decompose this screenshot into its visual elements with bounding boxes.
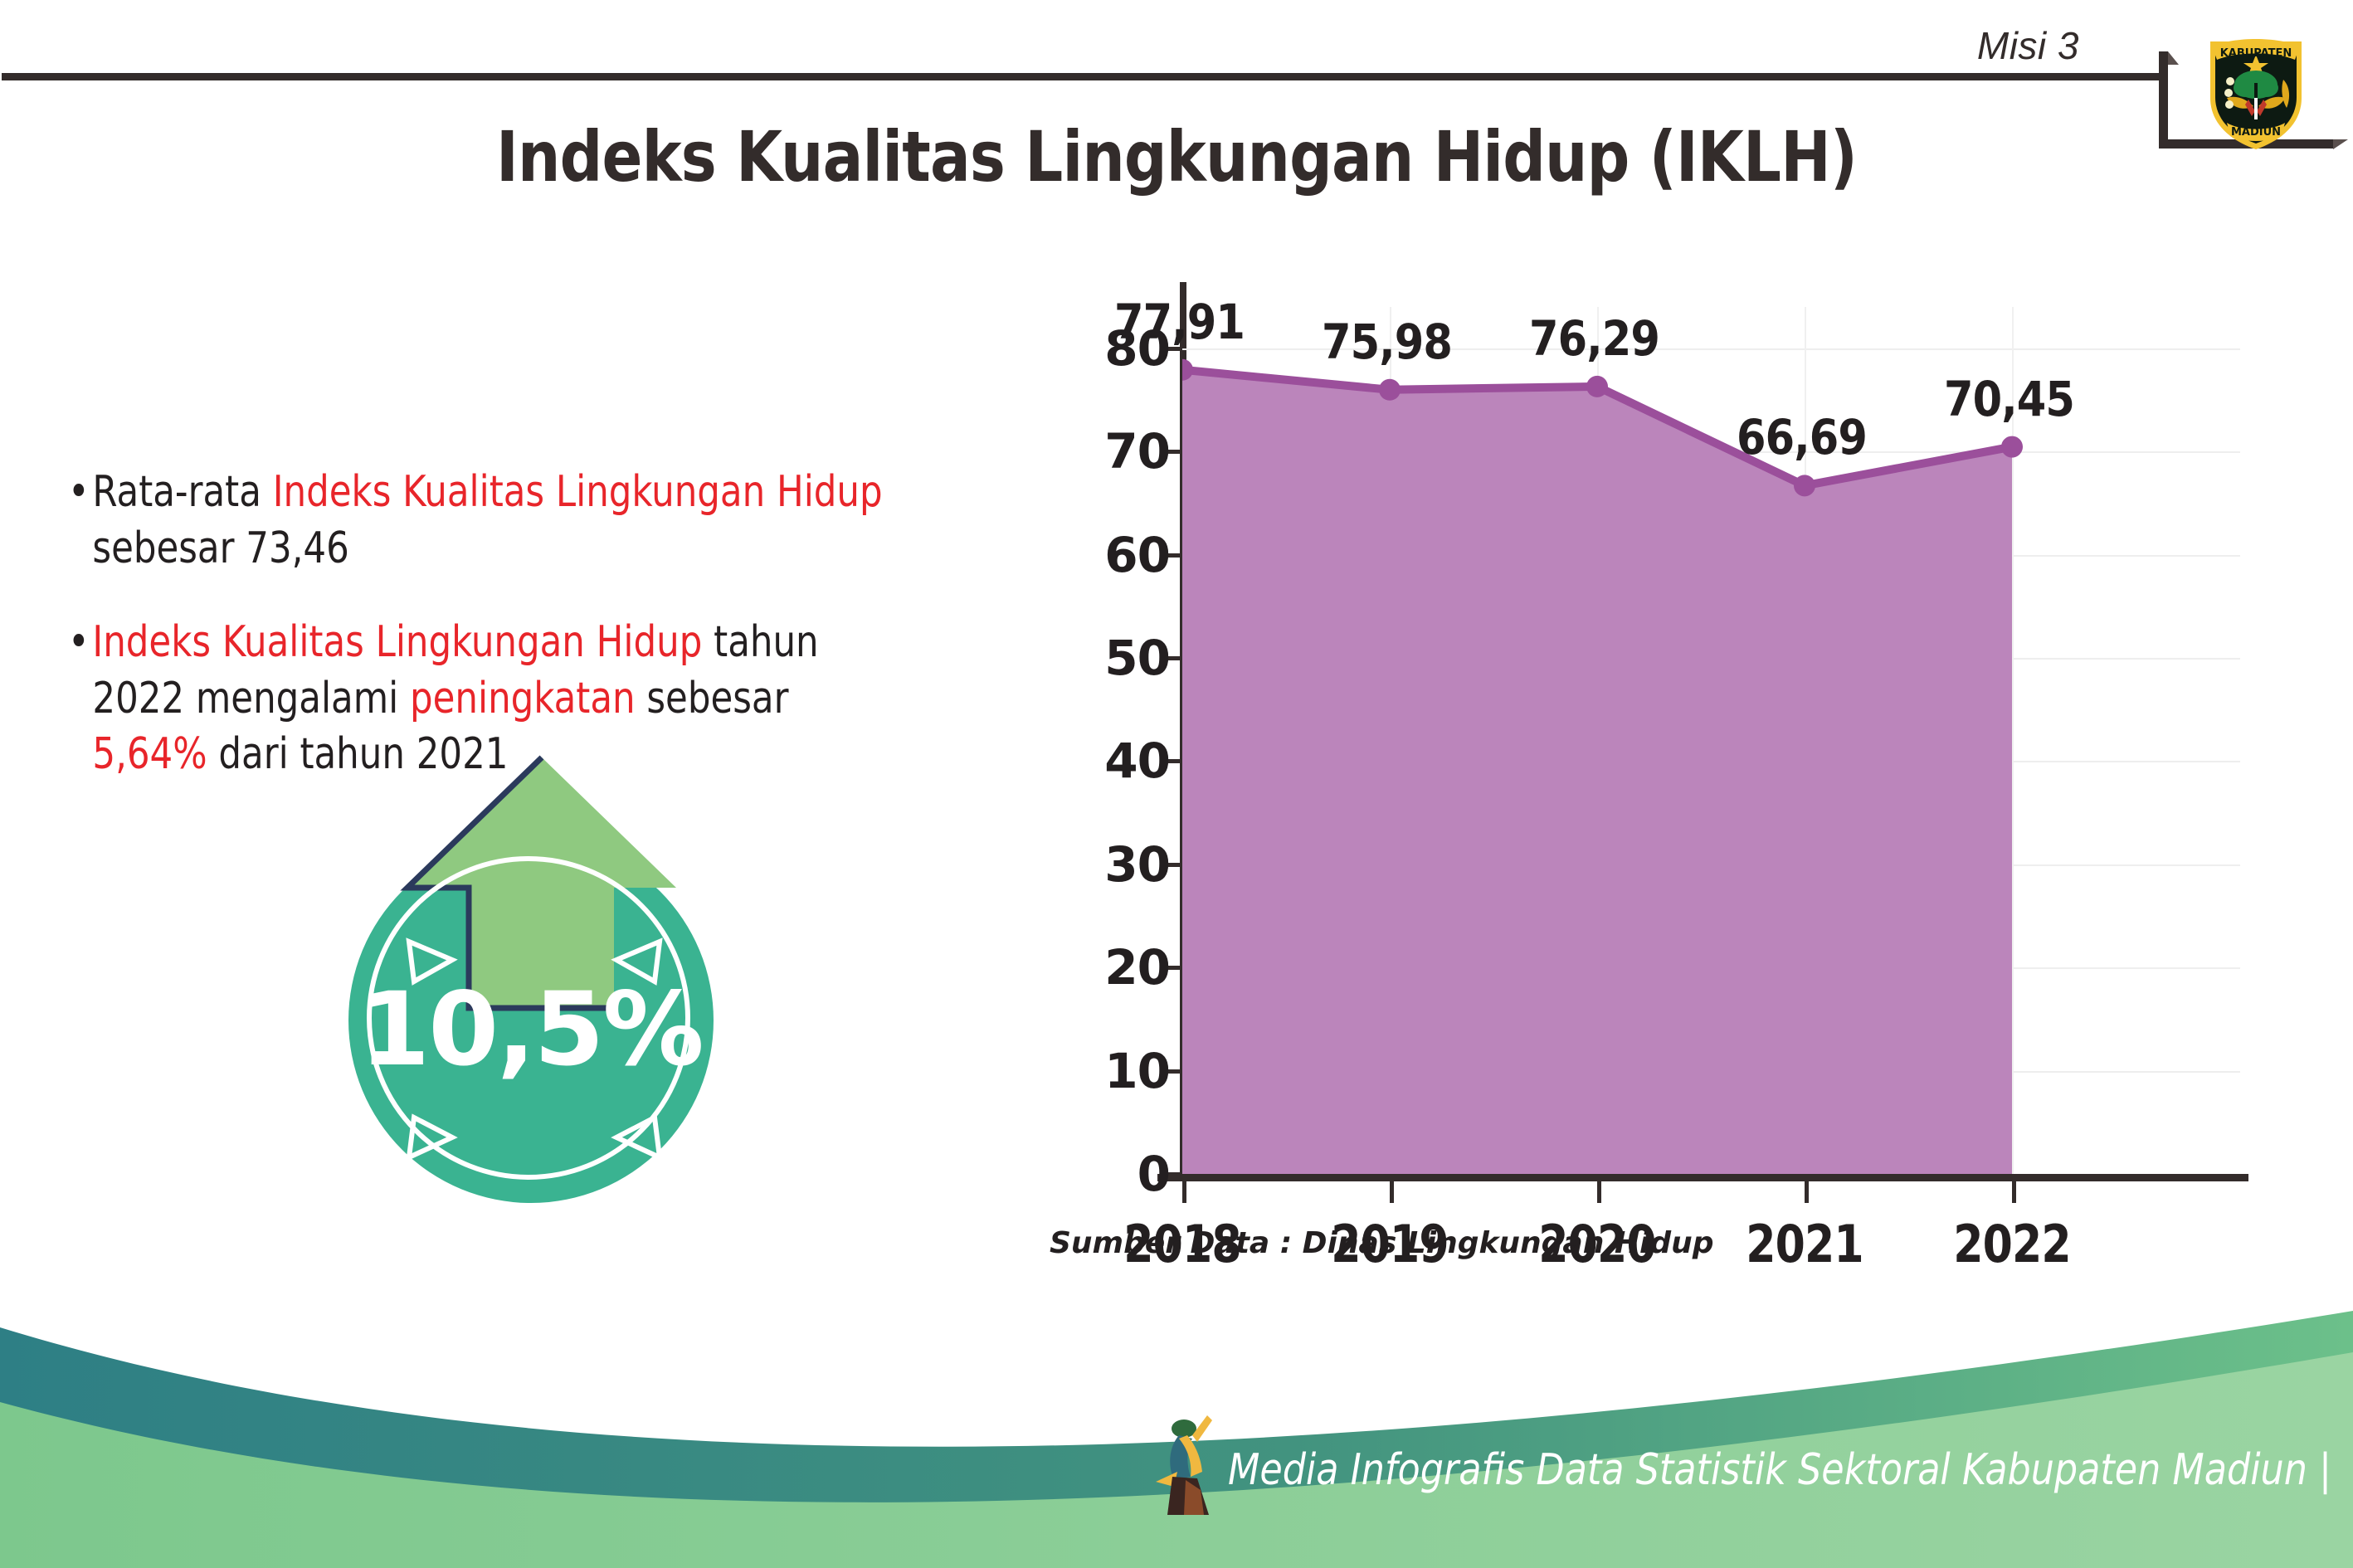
badge-value: 10,5% (359, 971, 704, 1088)
y-axis-tick-label: 10 (1104, 1042, 1171, 1099)
list-item: • Rata-rata Indeks Kualitas Lingkungan H… (68, 465, 901, 577)
gridline (1182, 348, 2240, 350)
data-point-label: 75,98 (1322, 313, 1453, 370)
y-axis-tick (1163, 553, 1181, 558)
y-axis-tick (1163, 1172, 1181, 1176)
y-axis-tick-label: 50 (1104, 629, 1171, 686)
increase-badge: 10,5% (328, 743, 759, 1207)
x-axis-tick (1390, 1181, 1394, 1203)
x-axis-tick-label: 2019 (1331, 1214, 1449, 1274)
source-note: Sumber Data : Dinas Lingkungan Hidup (1050, 1226, 1714, 1260)
y-axis-tick-label: 30 (1104, 835, 1171, 893)
badge-corner-triangles-icon (406, 937, 663, 1161)
y-axis-tick (1163, 966, 1181, 971)
x-axis-tick (1805, 1181, 1809, 1203)
x-axis-line (1157, 1174, 2248, 1181)
x-axis-tick (1182, 1181, 1186, 1203)
header-rule (2, 73, 2167, 80)
y-axis-tick-label: 40 (1104, 733, 1171, 790)
iklh-area-chart: 0 10 20 30 40 50 60 70 80 2018 2019 2020 2021 2022 7… (979, 282, 2257, 1274)
data-point-marker (2001, 436, 2023, 458)
data-point-label: 66,69 (1737, 409, 1868, 466)
y-axis-tick (1163, 346, 1181, 351)
gridline-vertical (2012, 307, 2014, 1174)
plot-area (1157, 282, 2248, 1181)
footer-wave (0, 1311, 2353, 1568)
badge-inner-ring (367, 856, 690, 1180)
list-item: • Indeks Kualitas Lingkungan Hidup tahun… (68, 615, 901, 783)
kabupaten-madiun-emblem-icon: KABUPATEN MADIUN (2210, 39, 2302, 149)
misi-label: Misi 3 (1976, 24, 2079, 67)
y-axis-tick-label: 70 (1104, 423, 1171, 480)
dancer-figure-logo-icon (1156, 1415, 1212, 1515)
y-axis-tick (1163, 450, 1181, 455)
data-point-marker (1379, 378, 1401, 401)
bullet-list: • Rata-rata Indeks Kualitas Lingkungan H… (68, 465, 964, 821)
footer-label: Media Infografis Data Statistik Sektoral… (1228, 1445, 2331, 1495)
y-axis-tick (1163, 862, 1181, 867)
y-axis-tick-label: 80 (1104, 319, 1171, 377)
data-point-marker (1586, 375, 1608, 397)
area-fill (1182, 369, 2012, 1174)
bullet-marker: • (68, 467, 90, 517)
bullet-text: Rata-rata Indeks Kualitas Lingkungan Hid… (92, 467, 883, 573)
area-series (1182, 358, 2023, 1174)
y-axis-tick (1163, 759, 1181, 764)
bullet-text: Indeks Kualitas Lingkungan Hidup tahun 2… (92, 617, 819, 780)
data-point-label: 76,29 (1529, 309, 1660, 367)
data-point-marker (1794, 475, 1815, 497)
data-point-label: 70,45 (1944, 370, 2075, 427)
x-axis-tick-label: 2022 (1953, 1214, 2071, 1274)
data-point-label: 77,91 (1114, 293, 1245, 350)
emblem-bottom-banner-text: MADIUN (2231, 126, 2281, 139)
y-axis-tick (1163, 655, 1181, 660)
y-axis-tick (1163, 1069, 1181, 1074)
x-axis-tick-label: 2020 (1538, 1214, 1656, 1274)
y-axis-tick-label: 20 (1104, 939, 1171, 996)
x-axis-tick-label: 2018 (1123, 1214, 1241, 1274)
page-title: Indeks Kualitas Lingkungan Hidup (IKLH) (496, 116, 1858, 197)
emblem-top-banner-text: KABUPATEN (2220, 47, 2292, 60)
x-axis-tick (1597, 1181, 1601, 1203)
header-bracket-vertical (2159, 51, 2179, 147)
data-point-marker (1182, 358, 1193, 381)
x-axis-tick (2012, 1181, 2016, 1203)
y-axis-tick-label: 0 (1137, 1146, 1171, 1202)
y-axis-tick-label: 60 (1104, 526, 1171, 583)
bullet-marker: • (68, 617, 90, 668)
x-axis-tick-label: 2021 (1746, 1214, 1863, 1274)
